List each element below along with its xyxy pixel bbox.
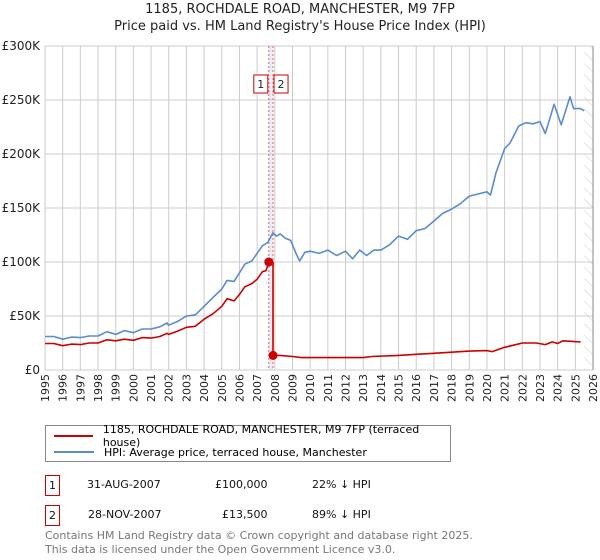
- x-tick-label: 2021: [499, 374, 512, 402]
- x-tick-label: 2007: [251, 374, 264, 402]
- y-tick-label: £100K: [2, 255, 42, 269]
- x-tick-label: 2023: [534, 374, 547, 402]
- x-tick-label: 2025: [569, 374, 582, 402]
- footer-licence: This data is licensed under the Open Gov…: [45, 543, 396, 556]
- x-tick-label: 2011: [322, 374, 335, 402]
- y-tick-label: £200K: [2, 147, 42, 161]
- property-price-line: [45, 261, 581, 359]
- footer-copyright: Contains HM Land Registry data © Crown c…: [45, 529, 473, 542]
- x-tick-label: 2008: [269, 374, 282, 402]
- x-tick-label: 2016: [410, 374, 423, 402]
- x-tick-label: 2014: [375, 374, 388, 402]
- x-tick-label: 2003: [180, 374, 193, 402]
- transaction-date: 31-AUG-2007: [87, 478, 161, 491]
- legend-label: HPI: Average price, terraced house, Manc…: [104, 445, 367, 459]
- legend-item-hpi: HPI: Average price, terraced house, Manc…: [54, 445, 367, 459]
- x-tick-label: 2000: [127, 374, 140, 402]
- chart-subtitle: Price paid vs. HM Land Registry's House …: [114, 19, 486, 34]
- x-tick-label: 2013: [357, 374, 370, 402]
- x-tick-label: 1996: [57, 374, 70, 402]
- transaction-badge: 2: [45, 505, 60, 526]
- legend-swatch-property: [54, 435, 93, 437]
- x-tick-label: 2024: [552, 374, 565, 402]
- y-tick-label: £300K: [2, 39, 42, 53]
- x-tick-label: 2005: [216, 374, 229, 402]
- sale-label-number: 1: [257, 78, 264, 91]
- legend-label: 1185, ROCHDALE ROAD, MANCHESTER, M9 7FP …: [102, 423, 420, 449]
- sale-marker: [268, 350, 278, 360]
- sale-label-number: 2: [278, 78, 285, 91]
- x-tick-label: 2009: [286, 374, 299, 402]
- x-tick-label: 2017: [428, 374, 441, 402]
- x-tick-label: 1997: [74, 374, 87, 402]
- y-tick-label: £150K: [2, 201, 42, 215]
- transaction-row: 2 28-NOV-2007 £13,500 89% ↓ HPI: [45, 505, 465, 526]
- x-tick-label: 2004: [198, 374, 211, 402]
- sale-label-box: [253, 74, 269, 94]
- transaction-badge: 1: [45, 475, 60, 496]
- y-tick-label: £250K: [2, 93, 42, 107]
- price-chart: 1995 1996 1997 1998 1999 2000 2001 2002 2003 2004…: [2, 39, 600, 402]
- chart-title: 1185, ROCHDALE ROAD, MANCHESTER, M9 7FP: [145, 2, 455, 17]
- transaction-price: £13,500: [222, 508, 268, 521]
- x-tick-label: 2019: [463, 374, 476, 402]
- x-tick-label: 2020: [481, 374, 494, 402]
- x-tick-label: 1999: [110, 374, 123, 402]
- x-tick-label: 2022: [516, 374, 529, 402]
- legend-item-property: 1185, ROCHDALE ROAD, MANCHESTER, M9 7FP …: [54, 423, 450, 449]
- x-tick-label: 2026: [587, 374, 600, 402]
- hpi-line: [45, 96, 585, 340]
- x-tick-label: 2018: [446, 374, 459, 402]
- y-tick-label: £0: [25, 363, 40, 377]
- x-tick-label: 2015: [393, 374, 406, 402]
- x-tick-label: 1998: [92, 374, 105, 402]
- transaction-hpi: 89% ↓ HPI: [312, 508, 371, 521]
- y-tick-label: £50K: [9, 309, 41, 323]
- x-tick-label: 2012: [340, 374, 353, 402]
- x-tick-label: 2001: [145, 374, 158, 402]
- x-tick-label: 2002: [163, 374, 176, 402]
- sale-marker: [264, 257, 274, 267]
- transaction-date: 28-NOV-2007: [88, 508, 162, 521]
- transaction-hpi: 22% ↓ HPI: [312, 478, 371, 491]
- transaction-price: £100,000: [215, 478, 268, 491]
- x-tick-label: 1995: [39, 374, 52, 402]
- legend-swatch-hpi: [54, 451, 94, 453]
- transaction-row: 1 31-AUG-2007 £100,000 22% ↓ HPI: [45, 475, 465, 496]
- sale-label-box: [273, 74, 289, 94]
- x-tick-label: 2010: [304, 374, 317, 402]
- x-tick-label: 2006: [233, 374, 246, 402]
- chart-legend: 1185, ROCHDALE ROAD, MANCHESTER, M9 7FP …: [45, 423, 451, 462]
